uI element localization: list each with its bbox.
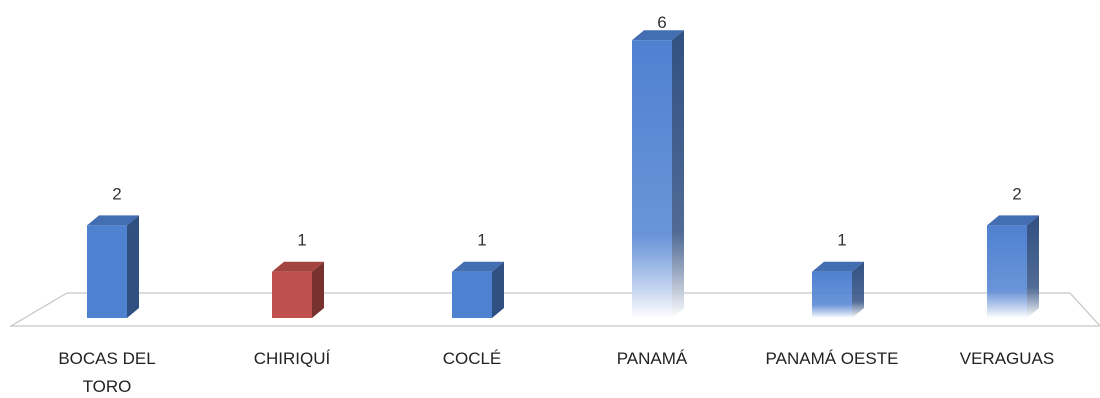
- bar-side: [852, 261, 864, 318]
- bar-side: [492, 261, 504, 318]
- bar: [987, 215, 1039, 318]
- bar: [632, 30, 684, 318]
- category-label: VERAGUAS: [960, 349, 1054, 368]
- bar-front: [632, 40, 672, 318]
- bar: [812, 261, 864, 318]
- chart-floor: [8, 292, 1100, 327]
- category-label: BOCAS DEL TORO: [58, 349, 155, 396]
- bar-top: [812, 261, 864, 272]
- bar-top: [632, 30, 684, 41]
- value-label: 1: [837, 231, 846, 250]
- value-label: 2: [1012, 184, 1021, 203]
- category-label: PANAMÁ OESTE: [766, 349, 899, 368]
- bar-side: [1027, 215, 1039, 318]
- bar-side: [672, 30, 684, 318]
- bar: [452, 261, 504, 318]
- bar-side: [127, 215, 139, 318]
- value-label: 1: [297, 231, 306, 250]
- bar-top: [452, 261, 504, 272]
- bar-front: [272, 271, 312, 318]
- bar-front: [87, 225, 127, 318]
- value-label: 1: [477, 231, 486, 250]
- bar-top: [87, 215, 139, 226]
- category-label: COCLÉ: [443, 349, 502, 368]
- bar: [272, 261, 324, 318]
- bars-group: [87, 30, 1039, 318]
- category-label: PANAMÁ: [617, 349, 688, 368]
- value-label: 2: [112, 184, 121, 203]
- bar: [87, 215, 139, 318]
- category-labels-group: BOCAS DEL TORO CHIRIQUÍ COCLÉ PANAMÁ PANAMÁ O…: [58, 349, 1054, 396]
- bar-front: [987, 225, 1027, 318]
- bar-top: [987, 215, 1039, 226]
- bar-top: [272, 261, 324, 272]
- bar-front: [812, 271, 852, 318]
- value-label: 6: [657, 13, 666, 32]
- bar-front: [452, 271, 492, 318]
- category-label: CHIRIQUÍ: [254, 349, 331, 368]
- bar-side: [312, 261, 324, 318]
